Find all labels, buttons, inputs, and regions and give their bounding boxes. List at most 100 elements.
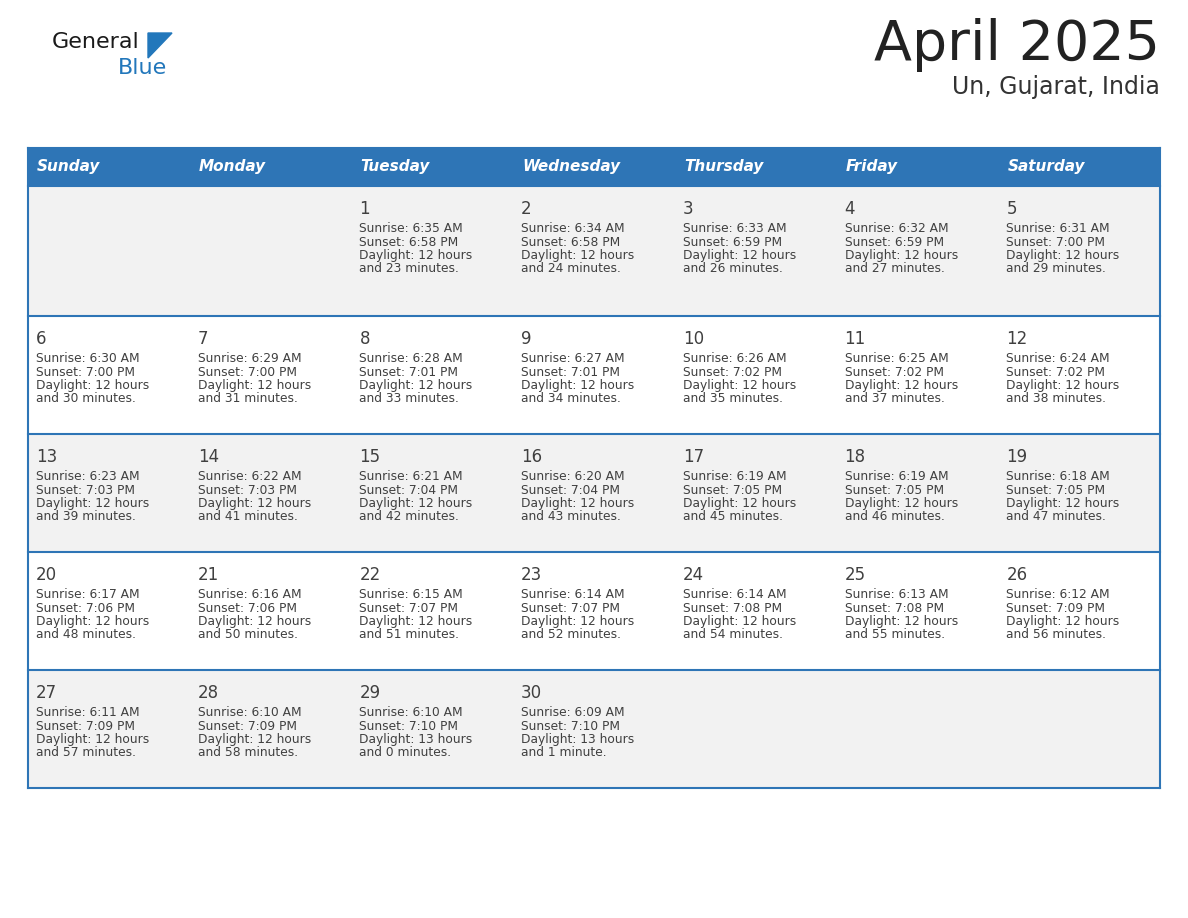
Text: 30: 30 [522,684,542,702]
Text: Sunset: 7:01 PM: Sunset: 7:01 PM [360,365,459,378]
Text: Monday: Monday [198,160,266,174]
Text: Sunset: 7:05 PM: Sunset: 7:05 PM [1006,484,1105,497]
Text: and 30 minutes.: and 30 minutes. [36,393,135,406]
Text: 29: 29 [360,684,380,702]
Text: Sunrise: 6:16 AM: Sunrise: 6:16 AM [197,588,302,601]
Text: and 56 minutes.: and 56 minutes. [1006,629,1106,642]
Text: Daylight: 12 hours: Daylight: 12 hours [1006,615,1119,628]
Text: Daylight: 12 hours: Daylight: 12 hours [683,615,796,628]
Text: Sunrise: 6:25 AM: Sunrise: 6:25 AM [845,352,948,365]
Text: Daylight: 12 hours: Daylight: 12 hours [197,497,311,510]
Text: 9: 9 [522,330,532,348]
Text: and 43 minutes.: and 43 minutes. [522,510,621,523]
Text: Daylight: 12 hours: Daylight: 12 hours [360,615,473,628]
Text: and 55 minutes.: and 55 minutes. [845,629,944,642]
Text: Sunrise: 6:35 AM: Sunrise: 6:35 AM [360,222,463,235]
Text: Sunset: 7:06 PM: Sunset: 7:06 PM [36,601,135,614]
Text: Sunrise: 6:32 AM: Sunrise: 6:32 AM [845,222,948,235]
Text: and 23 minutes.: and 23 minutes. [360,263,460,275]
Text: 16: 16 [522,448,542,466]
Text: and 41 minutes.: and 41 minutes. [197,510,297,523]
Text: Sunset: 7:06 PM: Sunset: 7:06 PM [197,601,297,614]
Text: and 1 minute.: and 1 minute. [522,746,607,759]
Text: Daylight: 13 hours: Daylight: 13 hours [522,733,634,746]
Text: Saturday: Saturday [1007,160,1085,174]
Text: 25: 25 [845,566,866,584]
Text: and 33 minutes.: and 33 minutes. [360,393,460,406]
Text: Sunrise: 6:11 AM: Sunrise: 6:11 AM [36,706,140,719]
Text: Sunset: 7:03 PM: Sunset: 7:03 PM [36,484,135,497]
Text: and 47 minutes.: and 47 minutes. [1006,510,1106,523]
Text: 15: 15 [360,448,380,466]
Text: 18: 18 [845,448,866,466]
Text: 11: 11 [845,330,866,348]
Text: 28: 28 [197,684,219,702]
Text: Sunrise: 6:13 AM: Sunrise: 6:13 AM [845,588,948,601]
Text: Sunset: 7:09 PM: Sunset: 7:09 PM [197,720,297,733]
Text: 14: 14 [197,448,219,466]
Text: Sunrise: 6:27 AM: Sunrise: 6:27 AM [522,352,625,365]
Text: 21: 21 [197,566,219,584]
Text: Sunrise: 6:33 AM: Sunrise: 6:33 AM [683,222,786,235]
Text: and 48 minutes.: and 48 minutes. [36,629,135,642]
Text: and 39 minutes.: and 39 minutes. [36,510,135,523]
Text: 1: 1 [360,200,369,218]
Text: Daylight: 12 hours: Daylight: 12 hours [683,249,796,262]
Bar [29,670,1159,788]
Text: Daylight: 12 hours: Daylight: 12 hours [36,497,150,510]
Text: and 29 minutes.: and 29 minutes. [1006,263,1106,275]
Text: and 37 minutes.: and 37 minutes. [845,393,944,406]
Text: Daylight: 12 hours: Daylight: 12 hours [522,249,634,262]
Text: Sunrise: 6:23 AM: Sunrise: 6:23 AM [36,470,140,483]
Text: and 27 minutes.: and 27 minutes. [845,263,944,275]
Text: Sunrise: 6:24 AM: Sunrise: 6:24 AM [1006,352,1110,365]
Text: Sunday: Sunday [37,160,100,174]
Text: Sunrise: 6:21 AM: Sunrise: 6:21 AM [360,470,463,483]
Text: Sunset: 7:10 PM: Sunset: 7:10 PM [360,720,459,733]
Text: Sunset: 7:08 PM: Sunset: 7:08 PM [683,601,782,614]
Text: and 35 minutes.: and 35 minutes. [683,393,783,406]
Bar [29,186,1159,316]
Text: 19: 19 [1006,448,1028,466]
Text: Sunrise: 6:09 AM: Sunrise: 6:09 AM [522,706,625,719]
Text: Sunrise: 6:31 AM: Sunrise: 6:31 AM [1006,222,1110,235]
Text: and 31 minutes.: and 31 minutes. [197,393,297,406]
Text: Sunrise: 6:10 AM: Sunrise: 6:10 AM [360,706,463,719]
Text: 20: 20 [36,566,57,584]
Text: 13: 13 [36,448,57,466]
Text: and 58 minutes.: and 58 minutes. [197,746,298,759]
Bar [29,552,1159,670]
Text: Daylight: 12 hours: Daylight: 12 hours [36,733,150,746]
Text: and 57 minutes.: and 57 minutes. [36,746,135,759]
Text: Un, Gujarat, India: Un, Gujarat, India [952,75,1159,99]
Text: Sunrise: 6:26 AM: Sunrise: 6:26 AM [683,352,786,365]
Text: Sunrise: 6:14 AM: Sunrise: 6:14 AM [683,588,786,601]
Text: Daylight: 12 hours: Daylight: 12 hours [360,379,473,392]
Text: Sunrise: 6:12 AM: Sunrise: 6:12 AM [1006,588,1110,601]
Text: Daylight: 12 hours: Daylight: 12 hours [845,615,958,628]
Text: Sunset: 7:02 PM: Sunset: 7:02 PM [683,365,782,378]
Text: April 2025: April 2025 [874,18,1159,72]
Text: Wednesday: Wednesday [523,160,620,174]
Text: Sunset: 6:59 PM: Sunset: 6:59 PM [683,236,782,249]
Text: and 34 minutes.: and 34 minutes. [522,393,621,406]
Text: Daylight: 12 hours: Daylight: 12 hours [36,615,150,628]
Text: Daylight: 12 hours: Daylight: 12 hours [522,615,634,628]
Text: Sunset: 7:07 PM: Sunset: 7:07 PM [522,601,620,614]
Text: Daylight: 12 hours: Daylight: 12 hours [197,615,311,628]
Text: 5: 5 [1006,200,1017,218]
Text: Tuesday: Tuesday [360,160,430,174]
Text: Daylight: 12 hours: Daylight: 12 hours [845,379,958,392]
Bar [29,148,1159,186]
Text: 6: 6 [36,330,46,348]
Bar [29,434,1159,552]
Text: Sunset: 7:05 PM: Sunset: 7:05 PM [683,484,782,497]
Text: Sunrise: 6:18 AM: Sunrise: 6:18 AM [1006,470,1110,483]
Text: Sunset: 6:59 PM: Sunset: 6:59 PM [845,236,943,249]
Text: Sunset: 7:09 PM: Sunset: 7:09 PM [36,720,135,733]
Text: Sunrise: 6:34 AM: Sunrise: 6:34 AM [522,222,625,235]
Text: Daylight: 12 hours: Daylight: 12 hours [845,497,958,510]
Text: 24: 24 [683,566,704,584]
Text: Daylight: 12 hours: Daylight: 12 hours [1006,497,1119,510]
Text: 27: 27 [36,684,57,702]
